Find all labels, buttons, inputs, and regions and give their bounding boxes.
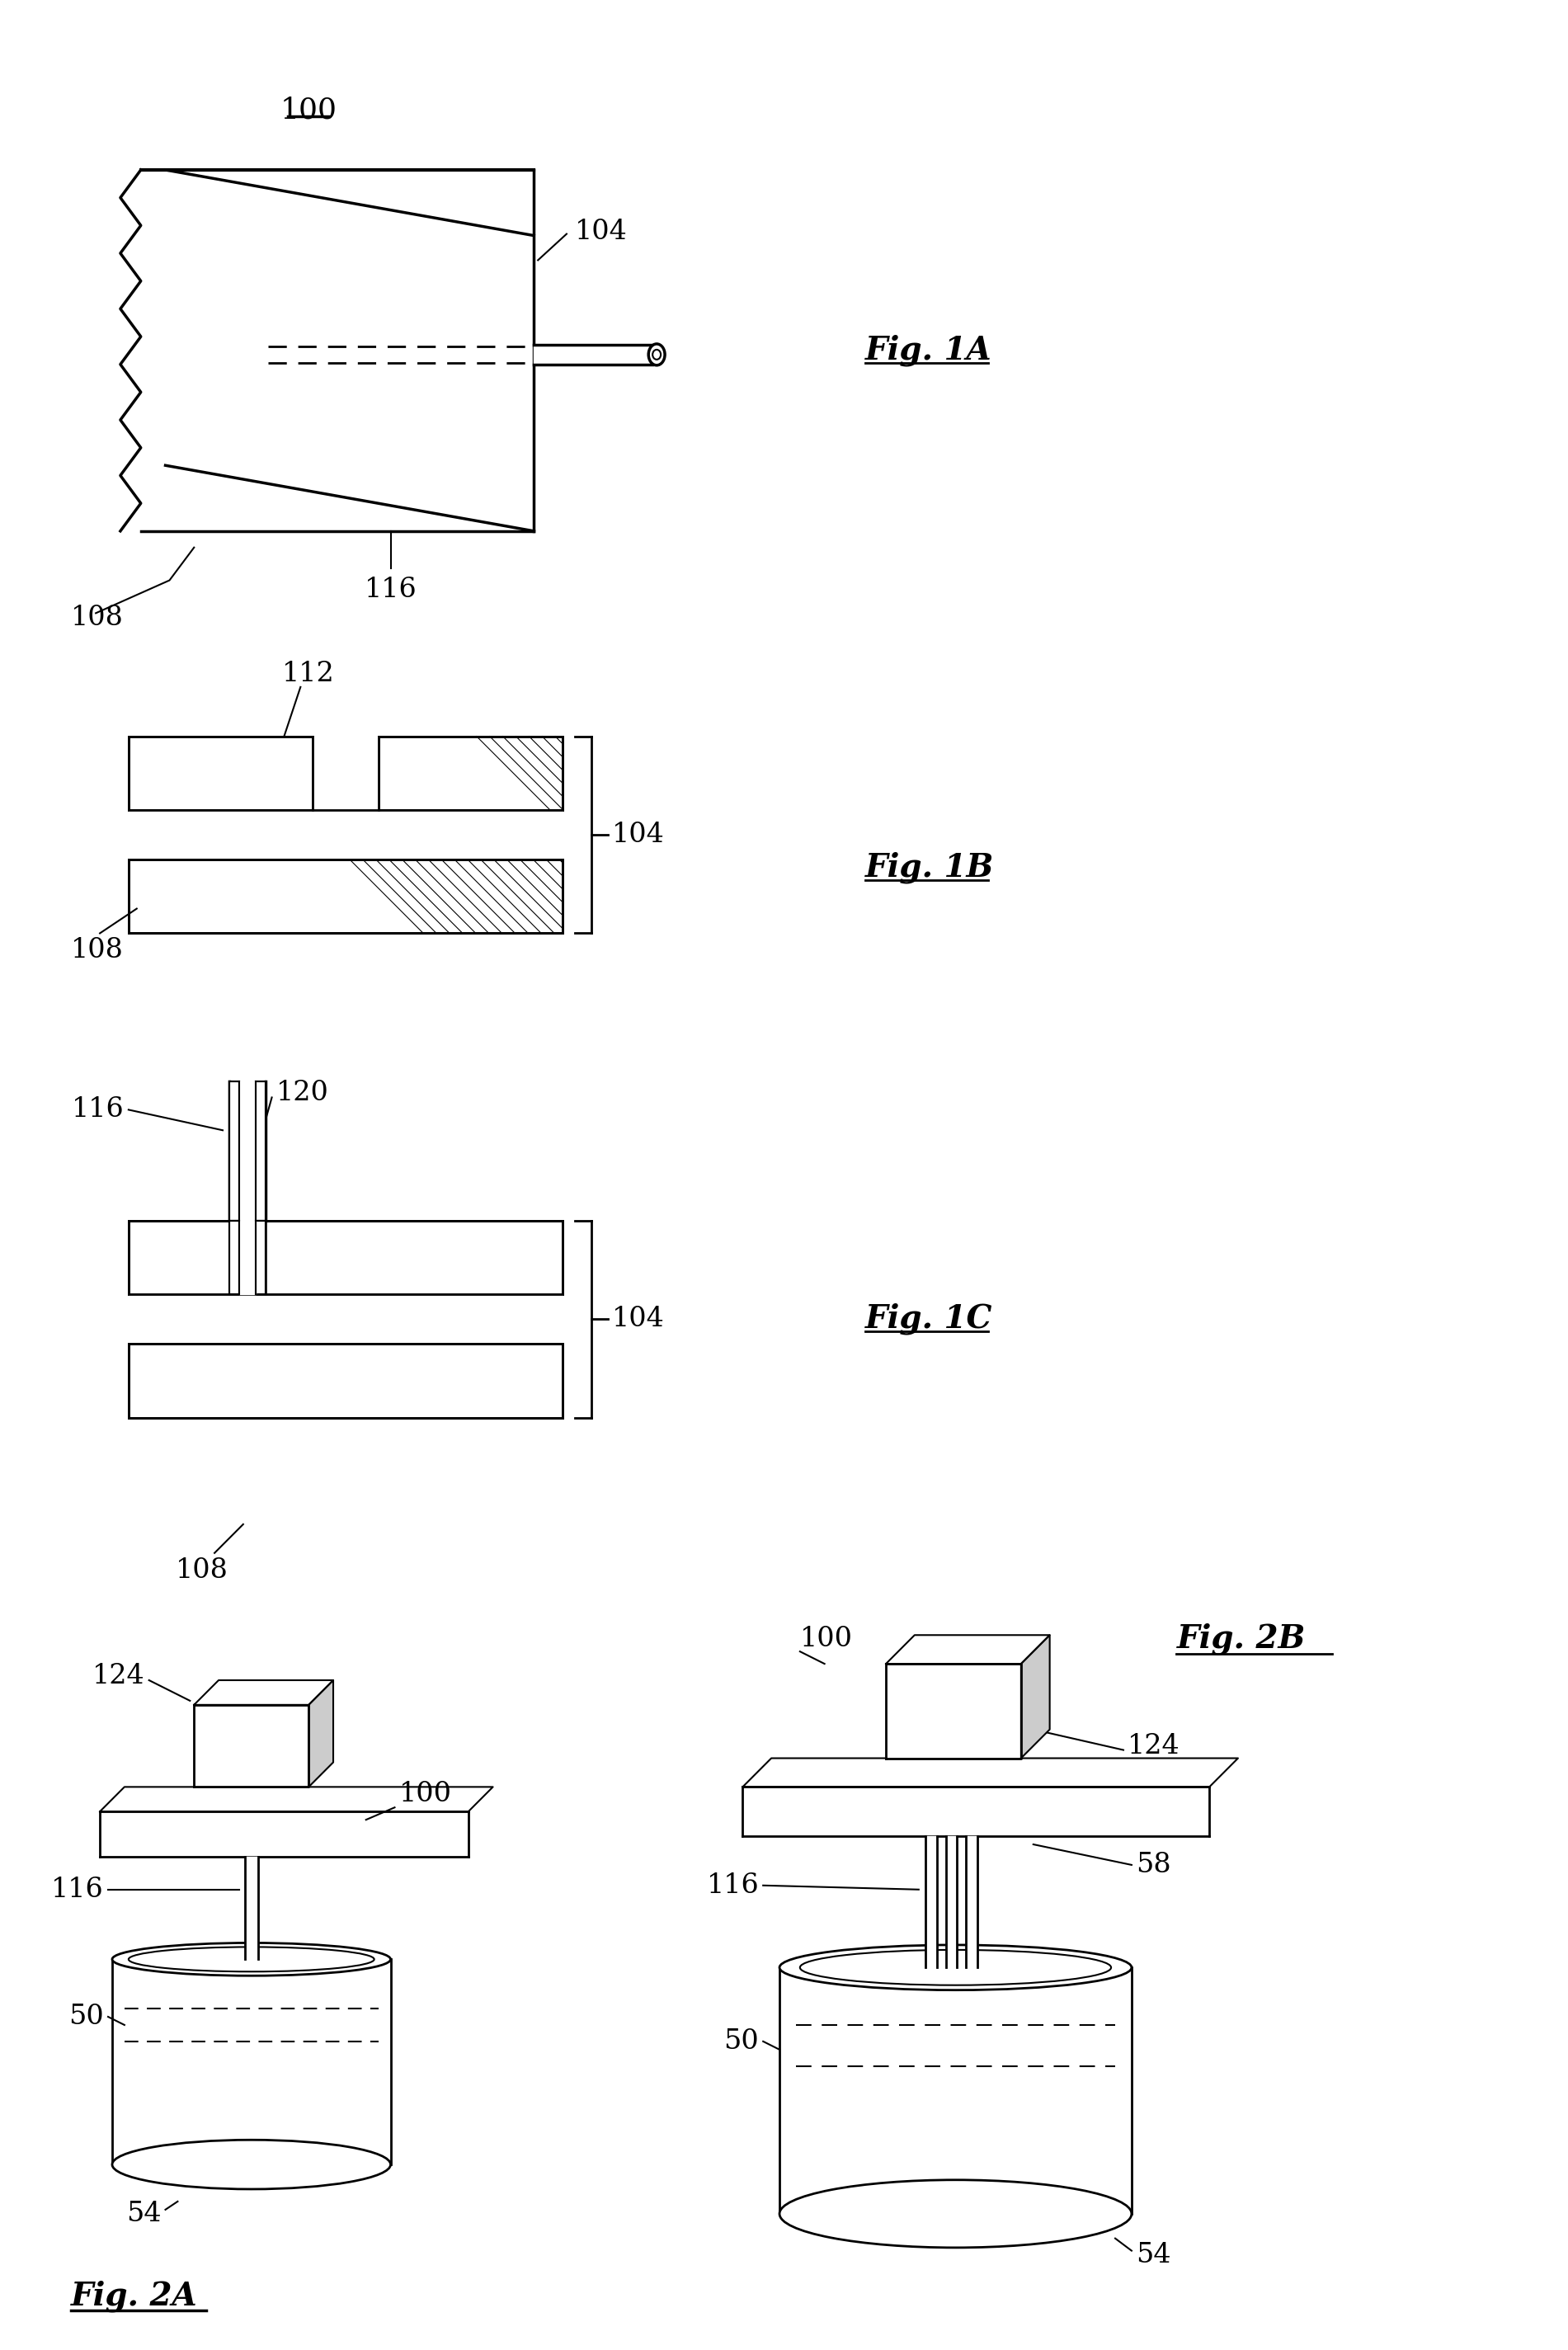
Bar [229,1081,238,1220]
Polygon shape [312,736,378,811]
Text: 120: 120 [276,1081,329,1107]
Bar [129,1344,563,1417]
Polygon shape [129,811,563,860]
Polygon shape [194,1704,309,1786]
Bar [378,736,563,811]
Bar [378,736,563,811]
Bar [129,736,312,811]
Bar [229,1081,238,1220]
Text: 116: 116 [364,576,417,602]
Text: 116: 116 [52,1875,103,1904]
Text: 108: 108 [71,604,124,632]
Text: 116: 116 [72,1097,124,1123]
Text: 50: 50 [724,2028,759,2054]
Polygon shape [886,1664,1021,1758]
Bar [256,1081,265,1220]
Polygon shape [925,1835,936,1967]
Polygon shape [533,345,652,364]
Text: 54: 54 [1135,2242,1171,2268]
Bar [229,1220,238,1295]
Bar [256,1081,265,1220]
Text: Fig. 2B: Fig. 2B [1176,1624,1306,1654]
Polygon shape [229,1081,265,1220]
Text: Fig. 2A: Fig. 2A [71,2279,198,2312]
Polygon shape [100,1812,469,1856]
Polygon shape [129,1295,563,1344]
Polygon shape [1021,1636,1049,1758]
Bar [129,860,563,933]
Text: Fig. 1B: Fig. 1B [866,851,994,884]
Ellipse shape [779,2181,1132,2247]
Bar [265,1220,563,1295]
Bar [129,1344,563,1417]
Bar [129,1220,229,1295]
Text: 124: 124 [1127,1732,1181,1760]
Ellipse shape [779,1946,1132,1990]
Text: 50: 50 [69,2005,103,2030]
Text: 104: 104 [612,822,665,848]
Text: 108: 108 [176,1558,229,1584]
Text: Fig. 1C: Fig. 1C [866,1304,993,1335]
Ellipse shape [113,2141,390,2190]
Text: 116: 116 [707,1873,759,1899]
Polygon shape [194,1680,334,1704]
Ellipse shape [652,350,660,360]
Polygon shape [946,1835,956,1967]
Polygon shape [245,1856,257,1960]
Polygon shape [238,1220,256,1295]
Bar [129,1220,229,1295]
Polygon shape [100,1786,492,1812]
Polygon shape [238,1081,256,1220]
Polygon shape [309,1680,334,1786]
Text: 54: 54 [127,2200,162,2228]
Polygon shape [966,1835,977,1967]
Bar [129,860,563,933]
Bar [265,1220,563,1295]
Bar [229,1220,238,1295]
Polygon shape [886,1636,1049,1664]
Ellipse shape [113,1943,390,1976]
Ellipse shape [129,1948,375,1972]
Bar [256,1220,265,1295]
Ellipse shape [649,343,665,364]
Ellipse shape [800,1950,1112,1986]
Text: 58: 58 [1135,1852,1171,1878]
Bar [256,1220,265,1295]
Text: 104: 104 [612,1307,665,1332]
Text: 108: 108 [71,938,124,963]
Text: 124: 124 [93,1664,144,1690]
Text: 100: 100 [800,1626,853,1652]
Polygon shape [229,1220,265,1295]
Text: Fig. 1A: Fig. 1A [866,334,993,367]
Polygon shape [743,1786,1209,1835]
Polygon shape [743,1758,1239,1786]
Text: 112: 112 [282,660,336,686]
Bar [129,736,312,811]
Text: 104: 104 [575,219,627,244]
Text: 100: 100 [281,96,337,125]
Text: 100: 100 [398,1781,452,1807]
